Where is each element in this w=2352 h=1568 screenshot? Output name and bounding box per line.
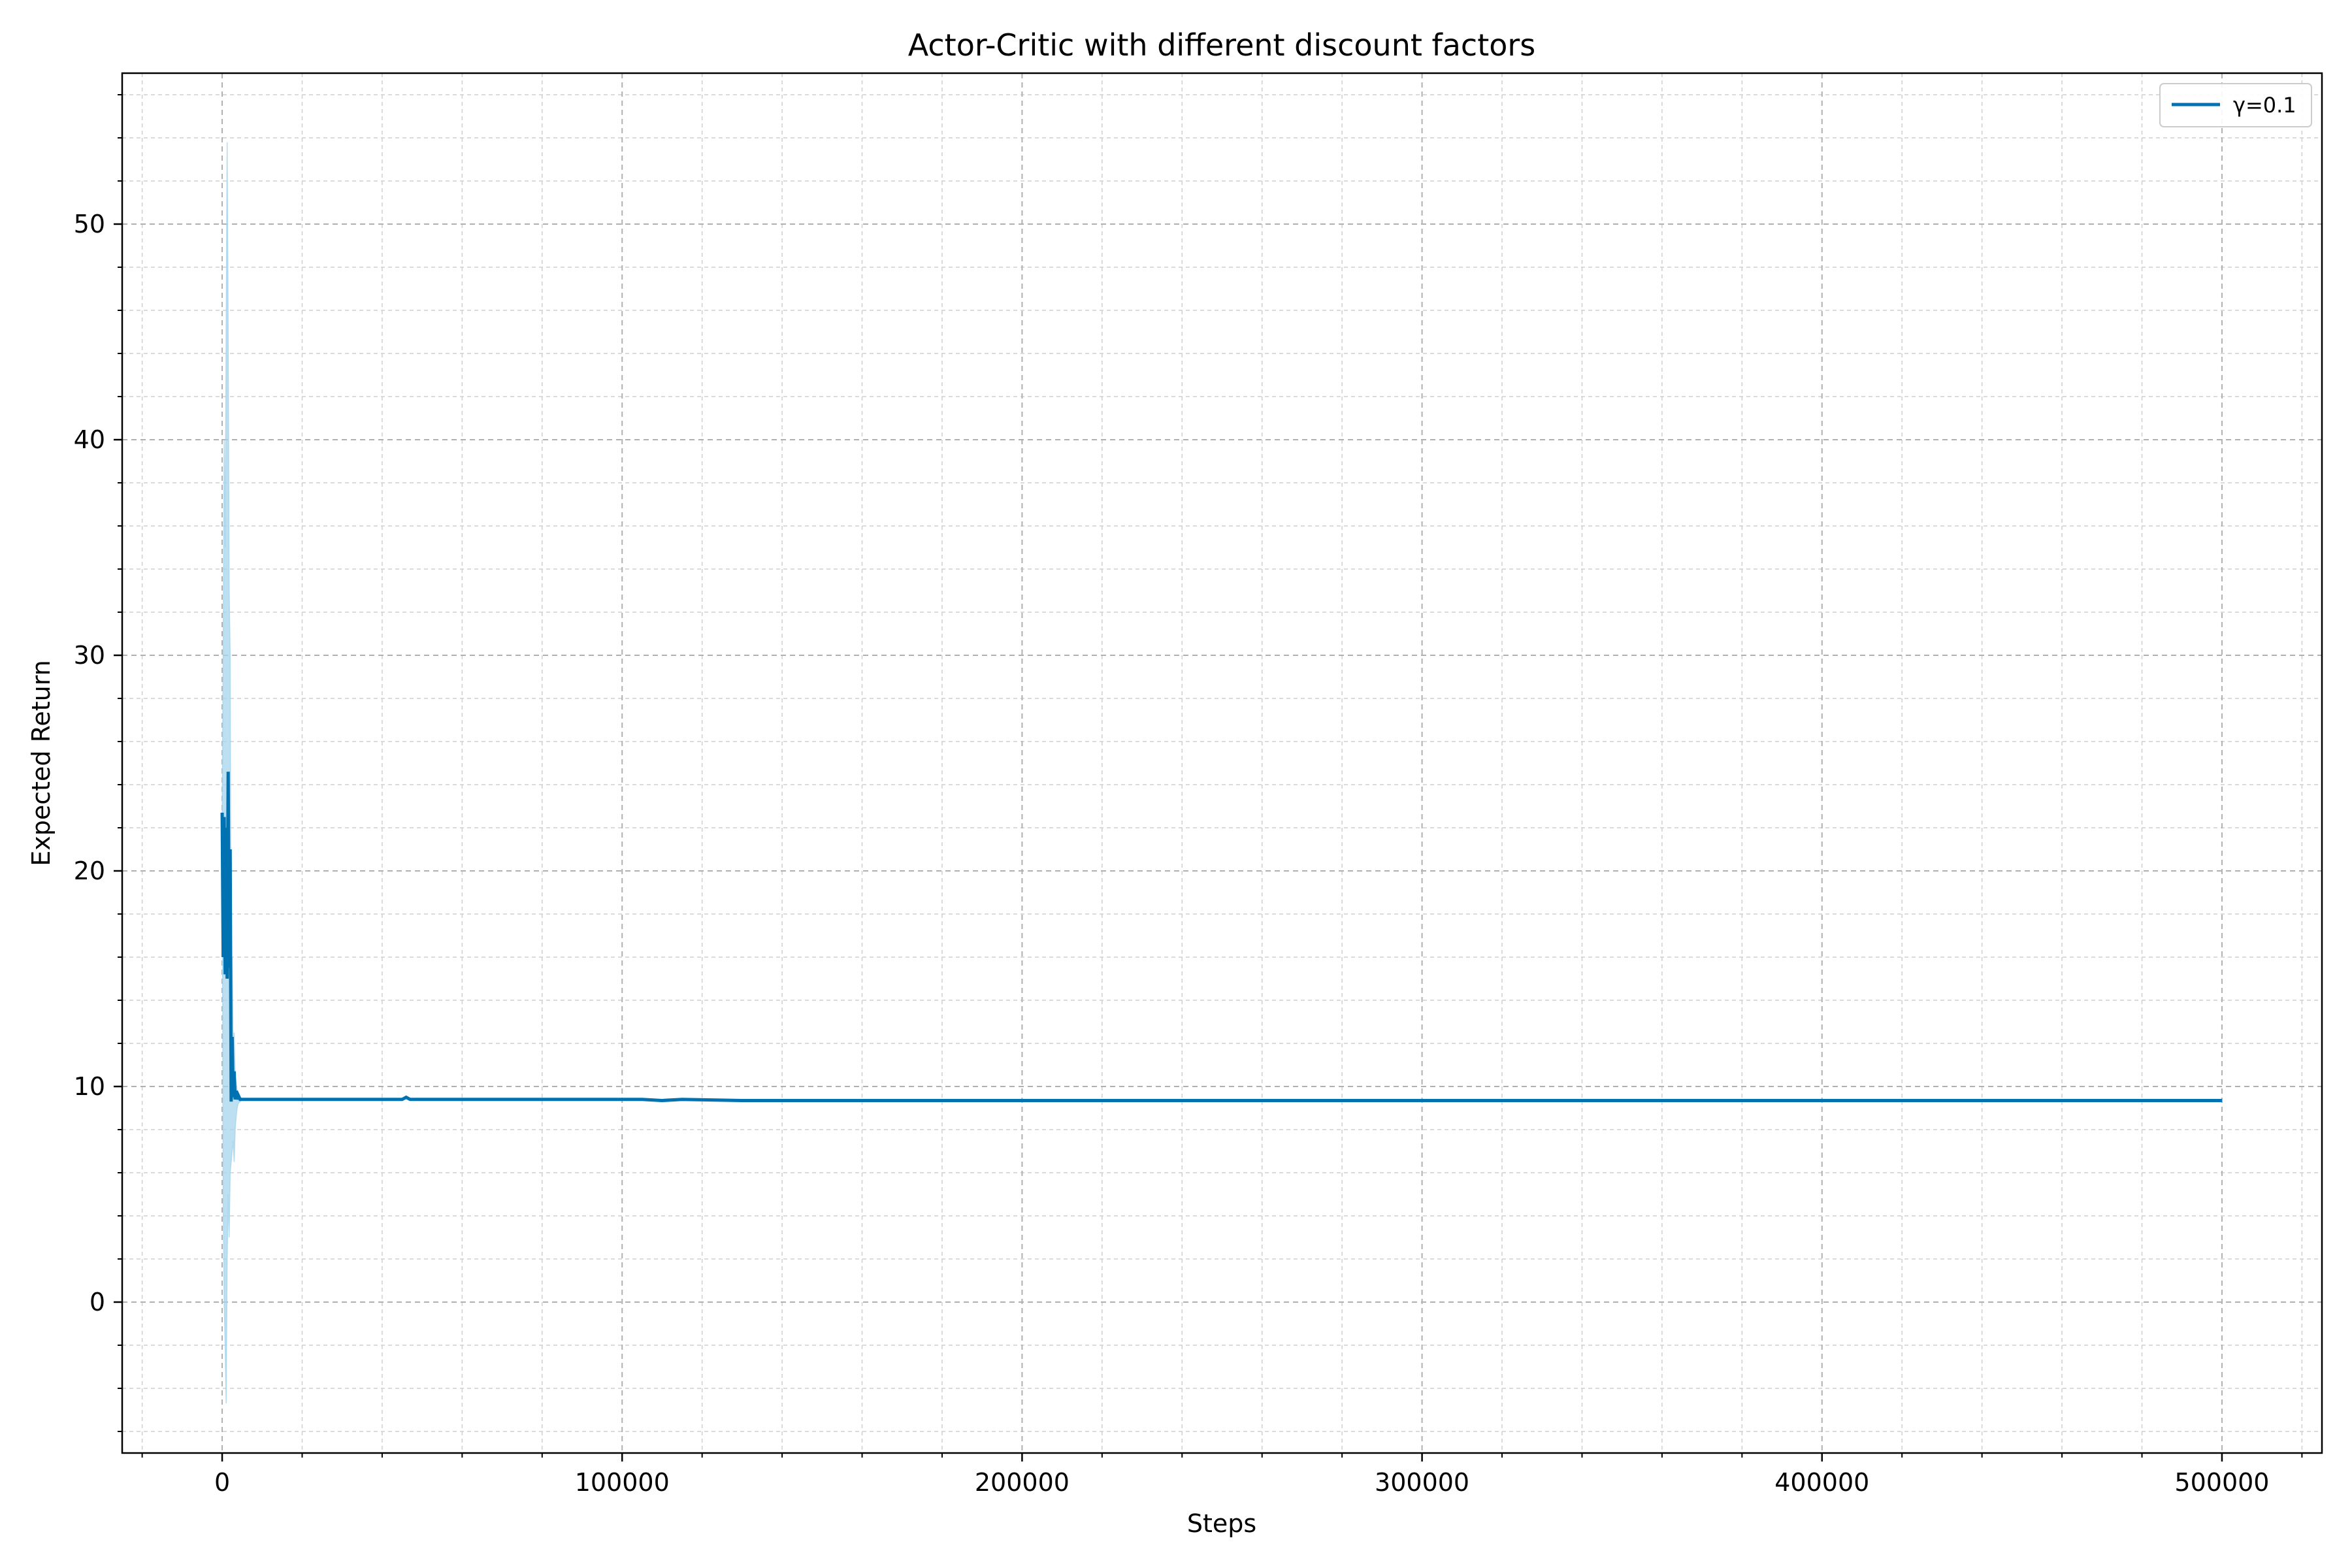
x-tick-label: 500000 [2174,1468,2269,1497]
minor-grid [122,73,2322,1453]
y-tick-label: 30 [74,641,105,670]
major-grid [122,73,2322,1453]
x-tick-label: 0 [214,1468,230,1497]
series-line-0 [220,772,2222,1102]
x-tick-label: 400000 [1774,1468,1869,1497]
y-tick-label: 20 [74,857,105,885]
legend-box [2159,83,2312,127]
y-axis-label: Expected Return [27,660,56,866]
legend-label-gamma-0-1: γ=0.1 [2233,93,2296,118]
series-layer [220,142,2222,1404]
y-tick-label: 0 [90,1288,105,1316]
x-tick-label: 200000 [975,1468,1070,1497]
x-axis-label: Steps [1187,1509,1256,1538]
x-tick-label: 100000 [575,1468,670,1497]
y-tick-label: 50 [74,210,105,238]
plot-frame [121,72,2323,1454]
legend: γ=0.1 [2159,83,2312,127]
chart-title: Actor-Critic with different discount fac… [908,27,1536,63]
y-tick-label: 40 [74,425,105,454]
axis-ticks: 0 100000 200000 300000 400000 500000 0 10 20 30 40… [74,94,2303,1497]
series-band-0 [221,142,2222,1404]
y-tick-label: 10 [74,1072,105,1101]
x-tick-label: 300000 [1375,1468,1469,1497]
